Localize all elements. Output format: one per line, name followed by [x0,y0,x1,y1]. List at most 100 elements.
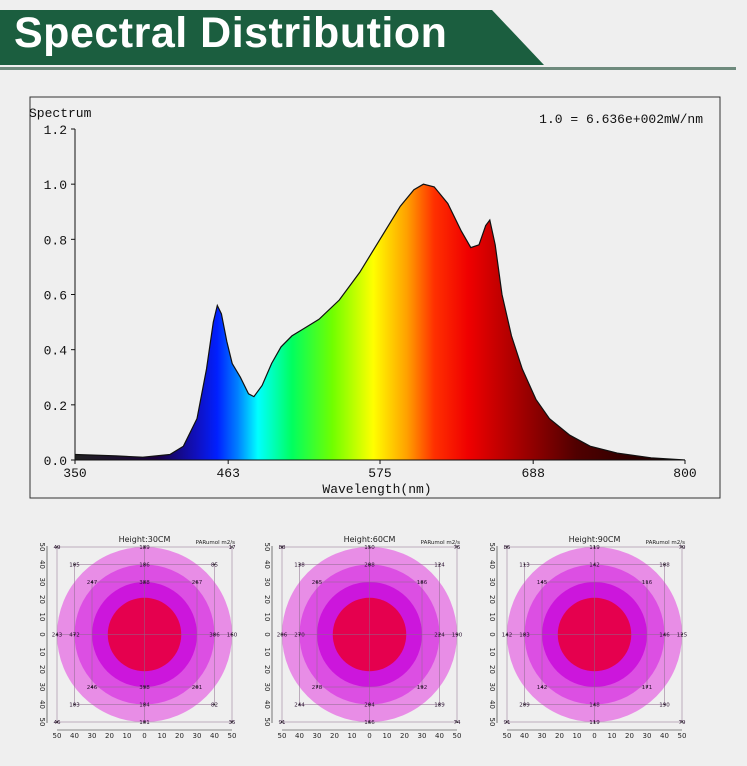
y-axis-tick: 10 [38,613,46,622]
x-axis-label: Wavelength(nm) [322,482,431,497]
x-axis-tick: 30 [643,732,652,740]
par-value: 265 [312,580,323,586]
par-value: 190 [452,633,463,639]
par-value: 186 [139,563,150,569]
par-value: 119 [589,720,600,726]
scale-note: 1.0 = 6.636e+002mW/nm [539,112,703,127]
par-value: 145 [537,580,548,586]
par-value: 192 [417,685,428,691]
title-banner [0,10,736,70]
par-value: 224 [434,633,445,639]
par-value: 119 [589,545,600,551]
par-value: 88 [279,545,286,551]
par-value: 75 [454,545,461,551]
x-axis-tick: 10 [383,732,392,740]
x-axis-tick: 10 [573,732,582,740]
x-axis-tick: 20 [330,732,339,740]
y-axis-tick: 10 [488,613,496,622]
y-tick-label: 1.2 [44,123,67,138]
par-value: 85 [504,545,511,551]
x-tick-label: 350 [63,466,86,481]
x-axis-tick: 50 [53,732,62,740]
x-axis-tick: 20 [175,732,184,740]
par-value: 91 [504,720,511,726]
par-value: 186 [417,580,428,586]
x-axis-tick: 50 [503,732,512,740]
y-axis-tick: 50 [38,718,46,727]
spectrum-line [74,183,686,461]
par-value: 91 [279,720,286,726]
x-tick-label: 575 [368,466,391,481]
par-value: 142 [537,685,548,691]
y-axis-tick: 40 [263,700,271,709]
y-axis-label: Spectrum [29,106,92,121]
x-axis-tick: 40 [70,732,79,740]
par-value: 116 [642,580,653,586]
par-value: 246 [87,685,98,691]
par-value: 204 [364,703,375,709]
y-axis-tick: 40 [38,560,46,569]
y-axis-tick: 30 [488,683,496,692]
y-axis-tick: 30 [263,578,271,587]
par-value: 35 [229,720,236,726]
par-value: 49 [54,545,61,551]
par-unit: PARumol m2/s [646,540,685,546]
par-value: 201 [192,685,203,691]
x-axis-tick: 50 [278,732,287,740]
y-axis-tick: 30 [263,683,271,692]
x-tick-label: 463 [216,466,239,481]
par-value: 189 [139,545,150,551]
par-value: 160 [227,633,238,639]
x-axis-tick: 30 [193,732,202,740]
x-axis-tick: 50 [678,732,687,740]
x-axis-tick: 0 [142,732,146,740]
y-axis-tick: 20 [263,595,271,604]
y-axis-tick: 50 [488,718,496,727]
par-value: 108 [659,563,670,569]
par-value: 138 [294,563,305,569]
y-tick-label: 0.8 [44,233,67,248]
par-map-title: Height:60CM [344,535,396,544]
par-value: 125 [677,633,688,639]
par-value: 101 [139,720,150,726]
par-value: 82 [211,703,218,709]
x-axis-tick: 10 [158,732,167,740]
y-axis-tick: 30 [488,578,496,587]
par-unit: PARumol m2/s [421,540,460,546]
par-value: 150 [364,545,375,551]
y-tick-label: 0.2 [44,399,67,414]
y-tick-label: 0.0 [44,454,67,469]
y-axis-tick: 50 [488,543,496,552]
x-axis-tick: 20 [625,732,634,740]
y-tick-label: 0.4 [44,344,68,359]
x-axis-tick: 40 [210,732,219,740]
par-unit: PARumol m2/s [196,540,235,546]
par-value: 166 [364,720,375,726]
x-axis-tick: 20 [400,732,409,740]
x-axis-tick: 40 [435,732,444,740]
par-value: 208 [364,563,375,569]
y-axis-tick: 50 [263,543,271,552]
par-value: 148 [589,703,600,709]
par-value: 209 [519,703,530,709]
par-value: 103 [69,703,80,709]
y-axis-tick: 40 [488,700,496,709]
y-axis-tick: 20 [38,595,46,604]
y-axis-tick: 0 [263,632,271,636]
par-value: 190 [659,703,670,709]
x-axis-tick: 30 [538,732,547,740]
par-value: 79 [679,720,686,726]
x-axis-tick: 40 [295,732,304,740]
y-axis-tick: 10 [263,648,271,657]
y-axis-tick: 10 [38,648,46,657]
y-axis-tick: 10 [488,648,496,657]
y-axis-tick: 40 [263,560,271,569]
y-axis-tick: 0 [488,632,496,636]
par-map-1: Height:30CM PARumol m2/s50504040303020201… [38,535,238,740]
y-tick-label: 0.6 [44,289,67,304]
y-axis-tick: 30 [38,578,46,587]
x-axis-tick: 50 [453,732,462,740]
x-axis-tick: 40 [520,732,529,740]
par-value: 85 [211,563,218,569]
y-axis-tick: 30 [38,683,46,692]
